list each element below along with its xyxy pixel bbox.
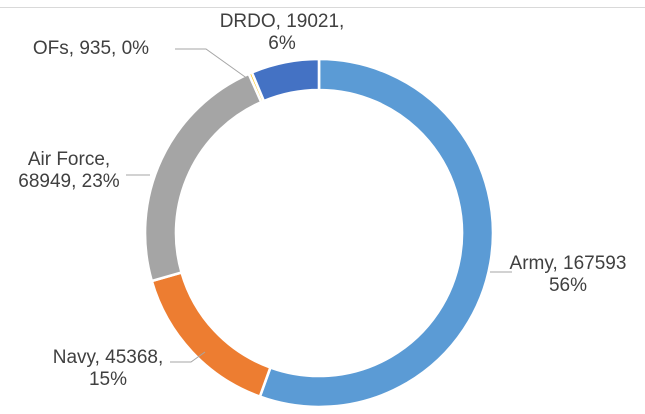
data-label-line: 56% [549, 275, 587, 296]
data-label-line: OFs, 935, 0% [33, 38, 149, 59]
data-label-army: Army, 167593 56% [510, 253, 627, 296]
data-labels-group: Army, 167593 56% Navy, 45368, 15% Air Force,… [18, 11, 626, 390]
leader-line-navy [170, 351, 206, 363]
slices-group [143, 57, 495, 409]
data-label-ofs: OFs, 935, 0% [33, 38, 149, 59]
leader-lines-group [126, 48, 512, 363]
data-label-line: DRDO, 19021, [220, 11, 345, 32]
data-label-line: Navy, 45368, [53, 347, 164, 368]
data-label-line: Army, 167593 [510, 253, 627, 274]
leader-line-ofs [175, 48, 249, 80]
data-label-drdo: DRDO, 19021, 6% [220, 11, 345, 54]
slice-drdo [250, 57, 321, 103]
data-label-navy: Navy, 45368, 15% [53, 347, 164, 390]
slice-navy [150, 270, 273, 399]
slice-army [258, 57, 495, 409]
data-label-air-force: Air Force, 68949, 23% [18, 149, 120, 192]
data-label-line: Air Force, [28, 149, 110, 170]
data-label-line: 6% [268, 33, 296, 54]
data-label-line: 15% [89, 369, 127, 390]
slice-air-force [143, 72, 264, 283]
data-label-line: 68949, 23% [18, 171, 120, 192]
